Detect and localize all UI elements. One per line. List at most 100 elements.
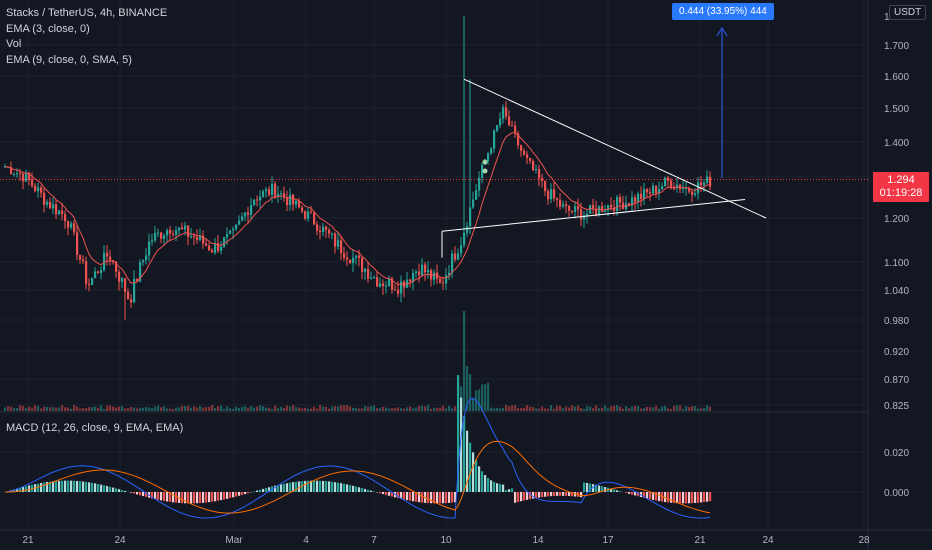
macd-legend[interactable]: MACD (12, 26, close, 9, EMA, EMA) [6, 422, 184, 434]
macd-histogram-bar [637, 492, 640, 497]
candle-body [103, 252, 106, 271]
candle-body [640, 193, 643, 199]
ema-3-legend[interactable]: EMA (3, close, 0) [6, 22, 90, 35]
candle-body [196, 237, 199, 240]
macd-histogram-bar [55, 481, 58, 492]
volume-bar [103, 408, 106, 411]
candle-body [187, 225, 190, 237]
volume-bar [517, 408, 520, 411]
time-axis-label: 21 [22, 535, 34, 546]
candle-body [466, 226, 469, 233]
macd-histogram-bar [526, 492, 529, 500]
candle-body [469, 207, 472, 227]
volume-bar [643, 408, 646, 411]
candle-body [205, 243, 208, 246]
candle-body [64, 214, 67, 222]
macd-histogram-bar [382, 492, 385, 495]
macd-histogram-bar [460, 397, 463, 492]
macd-histogram-bar [124, 490, 127, 492]
macd-histogram-bar [502, 484, 505, 492]
volume-bar [358, 408, 361, 411]
candle-body [31, 179, 34, 186]
volume-bar [541, 406, 544, 411]
volume-bar [439, 407, 442, 411]
volume-bar [322, 406, 325, 411]
candle-body [664, 177, 667, 187]
volume-bar [337, 406, 340, 411]
candle-body [622, 202, 625, 210]
macd-histogram-bar [379, 492, 382, 494]
candle-body [463, 232, 466, 246]
candle-body [331, 233, 334, 235]
volume-bar [481, 384, 484, 411]
volume-bar [298, 407, 301, 411]
macd-histogram-bar [235, 492, 238, 497]
volume-bar [313, 406, 316, 411]
volume-bar [697, 408, 700, 411]
upper-trendline [463, 78, 767, 219]
volume-bar [535, 408, 538, 411]
candle-body [238, 220, 241, 225]
candle-body [421, 264, 424, 276]
macd-histogram-bar [244, 492, 247, 495]
ema-9-legend[interactable]: EMA (9, close, 0, SMA, 5) [6, 53, 132, 66]
volume-bar [130, 406, 133, 411]
volume-bar [154, 406, 157, 411]
volume-bar [217, 406, 220, 411]
volume-bar [280, 406, 283, 411]
candle-body [61, 210, 64, 215]
macd-histogram-bar [313, 480, 316, 492]
candle-body [193, 236, 196, 238]
candle-body [253, 199, 256, 206]
candle-body [586, 213, 589, 216]
volume-bar [310, 408, 313, 411]
macd-histogram-bar [76, 480, 79, 492]
macd-histogram-bar [508, 489, 511, 492]
candle-body [40, 187, 43, 193]
candle-body [172, 233, 175, 235]
candle-body [517, 133, 520, 146]
volume-bar [613, 405, 616, 411]
macd-histogram-bar [160, 492, 163, 501]
volume-bar [184, 405, 187, 411]
candle-body [199, 235, 202, 240]
candle-body [529, 157, 532, 161]
volume-bar [214, 408, 217, 411]
macd-histogram-bar [544, 492, 547, 497]
candle-body [46, 202, 49, 205]
candle-body [37, 187, 40, 192]
volume-bar [565, 406, 568, 411]
volume-bar [196, 407, 199, 411]
candle-body [580, 209, 583, 220]
candle-body [76, 232, 79, 256]
triangle-drawing[interactable] [441, 27, 767, 258]
symbol-title[interactable]: Stacks / TetherUS, 4h, BINANCE [6, 7, 168, 19]
currency-button[interactable]: USDT [889, 5, 927, 20]
volume-bar [427, 405, 430, 411]
volume-bar [682, 408, 685, 411]
volume-bar [178, 407, 181, 411]
volume-bar [418, 405, 421, 411]
volume-bar [208, 406, 211, 411]
candle-body [481, 164, 484, 179]
macd-histogram-bar [619, 491, 622, 492]
volume-bar [679, 405, 682, 411]
candle-body [592, 205, 595, 209]
candle-body [520, 145, 523, 151]
macd-histogram-bar [358, 487, 361, 492]
volume-bar [562, 408, 565, 411]
volume-bar [232, 408, 235, 411]
macd-line [4, 397, 711, 519]
candle-body [583, 215, 586, 220]
candle-body [667, 177, 670, 181]
volume-legend[interactable]: Vol [6, 38, 22, 50]
volume-bar [376, 408, 379, 411]
candle-body [682, 188, 685, 190]
candle-body [385, 285, 388, 287]
macd-histogram-bar [505, 490, 508, 492]
macd-histogram-bar [349, 485, 352, 492]
volume-bar [421, 406, 424, 411]
macd-histogram-bar [265, 488, 268, 492]
candle-body [694, 193, 697, 195]
